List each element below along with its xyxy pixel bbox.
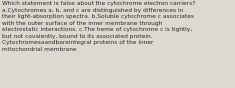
Text: Which statement is false about the cytochrome electron carriers?
a.Cytochromes a: Which statement is false about the cytoc… (2, 1, 195, 52)
